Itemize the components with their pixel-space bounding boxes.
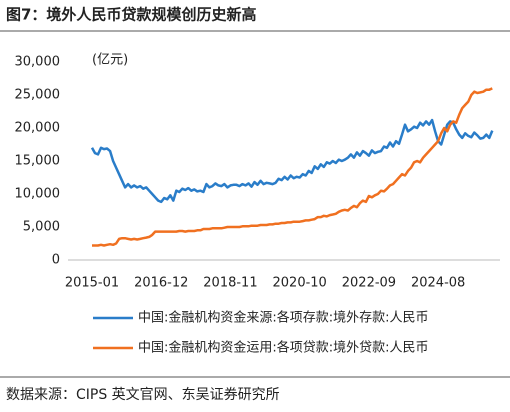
x-tick-label: 2015-01 — [65, 276, 119, 291]
y-unit: (亿元) — [92, 53, 128, 68]
y-tick-label: 30,000 — [15, 55, 61, 70]
x-tick-label: 2024-08 — [411, 276, 465, 291]
x-tick-label: 2022-09 — [342, 276, 396, 291]
y-tick-label: 25,000 — [15, 88, 61, 103]
legend-label: 中国:金融机构资金来源:各项存款:境外存款:人民币 — [138, 310, 429, 326]
series-line — [90, 118, 494, 204]
x-tick-label: 2020-10 — [273, 276, 327, 291]
y-tick-label: 0 — [52, 253, 60, 268]
series-line — [92, 87, 493, 247]
legend-label: 中国:金融机构资金运用:各项贷款:境外贷款:人民币 — [138, 340, 429, 356]
y-tick-label: 10,000 — [15, 187, 61, 202]
x-tick-label: 2016-12 — [134, 276, 188, 291]
x-tick-label: 2018-11 — [203, 276, 257, 291]
y-tick-label: 5,000 — [23, 220, 60, 235]
chart-title: 图7：境外人民币贷款规模创历史新高 — [6, 6, 256, 24]
y-tick-label: 20,000 — [15, 121, 61, 136]
y-tick-label: 15,000 — [15, 154, 61, 169]
source: 数据来源：CIPS 英文官网、东吴证券研究所 — [6, 386, 280, 403]
